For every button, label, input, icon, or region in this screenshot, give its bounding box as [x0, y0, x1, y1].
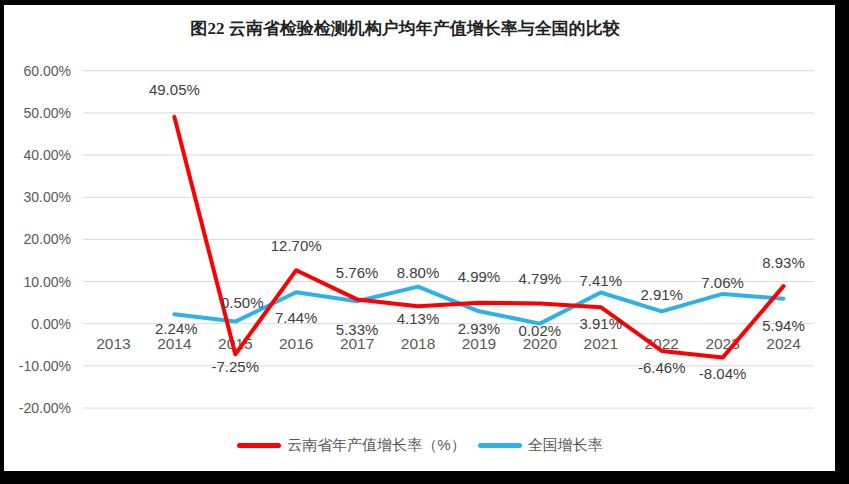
y-axis-tick-label: -10.00% [19, 358, 71, 374]
y-axis-tick-label: 60.00% [24, 63, 71, 79]
national-data-label: 2.93% [458, 320, 501, 337]
x-axis-year-label: 2013 [96, 335, 130, 352]
yunnan-data-label: -6.46% [638, 359, 686, 376]
national-data-label: 8.80% [397, 264, 440, 281]
legend-item-national: 全国增长率 [478, 436, 603, 455]
y-axis-tick-label: 0.00% [31, 316, 71, 332]
yunnan-data-label: -7.25% [212, 358, 260, 375]
y-axis-tick-label: 30.00% [24, 189, 71, 205]
yunnan-data-label: 4.99% [458, 268, 501, 285]
yunnan-data-label: 4.79% [519, 270, 562, 287]
y-axis-tick-label: 10.00% [24, 274, 71, 290]
x-axis-year-label: 2024 [766, 335, 801, 352]
national-line-swatch [478, 443, 522, 448]
chart-plot-area: 60.00% 50.00% 40.00% 30.00% 20.00% 10.00% 0.00… [0, 0, 849, 484]
x-axis-year-label: 2018 [401, 335, 435, 352]
y-axis-tick-label: 50.00% [24, 105, 71, 121]
yunnan-data-label: 5.76% [336, 264, 379, 281]
national-data-label: 7.44% [275, 309, 318, 326]
legend-item-yunnan: 云南省年产值增长率（%） [237, 436, 465, 455]
national-data-label: 5.33% [336, 321, 379, 338]
yunnan-data-label: 8.93% [762, 254, 805, 271]
x-axis-year-label: 2016 [279, 335, 313, 352]
y-axis-tick-label: 40.00% [24, 147, 71, 163]
chart-figure: 60.00% 50.00% 40.00% 30.00% 20.00% 10.00% 0.00… [0, 0, 849, 484]
yunnan-data-label: 12.70% [271, 237, 322, 254]
yunnan-data-label: 49.05% [149, 81, 200, 98]
chart-title: 图22 云南省检验检测机构户均年产值增长率与全国的比较 [0, 17, 810, 40]
y-axis-tick-label: -20.00% [19, 400, 71, 416]
national-data-label: 0.02% [519, 322, 562, 339]
x-axis-year-label: 2014 [157, 335, 192, 352]
chart-background [4, 5, 835, 471]
y-axis-tick-label: 20.00% [24, 231, 71, 247]
national-data-label: 2.91% [640, 286, 683, 303]
x-axis-year-label: 2019 [462, 335, 496, 352]
national-data-label: 5.94% [762, 317, 805, 334]
national-data-label: 7.41% [580, 272, 623, 289]
national-data-label: 7.06% [701, 274, 744, 291]
legend-label-national: 全国增长率 [528, 436, 603, 455]
chart-legend: 云南省年产值增长率（%） 全国增长率 [0, 436, 840, 455]
national-data-label: 0.50% [221, 294, 264, 311]
yunnan-data-label: -8.04% [699, 365, 747, 382]
yunnan-data-label: 3.91% [580, 315, 623, 332]
national-data-label: 2.24% [155, 320, 198, 337]
yunnan-data-label: 4.13% [397, 310, 440, 327]
yunnan-line-swatch [237, 443, 281, 448]
legend-label-yunnan: 云南省年产值增长率（%） [287, 436, 465, 455]
x-axis-year-label: 2021 [584, 335, 618, 352]
